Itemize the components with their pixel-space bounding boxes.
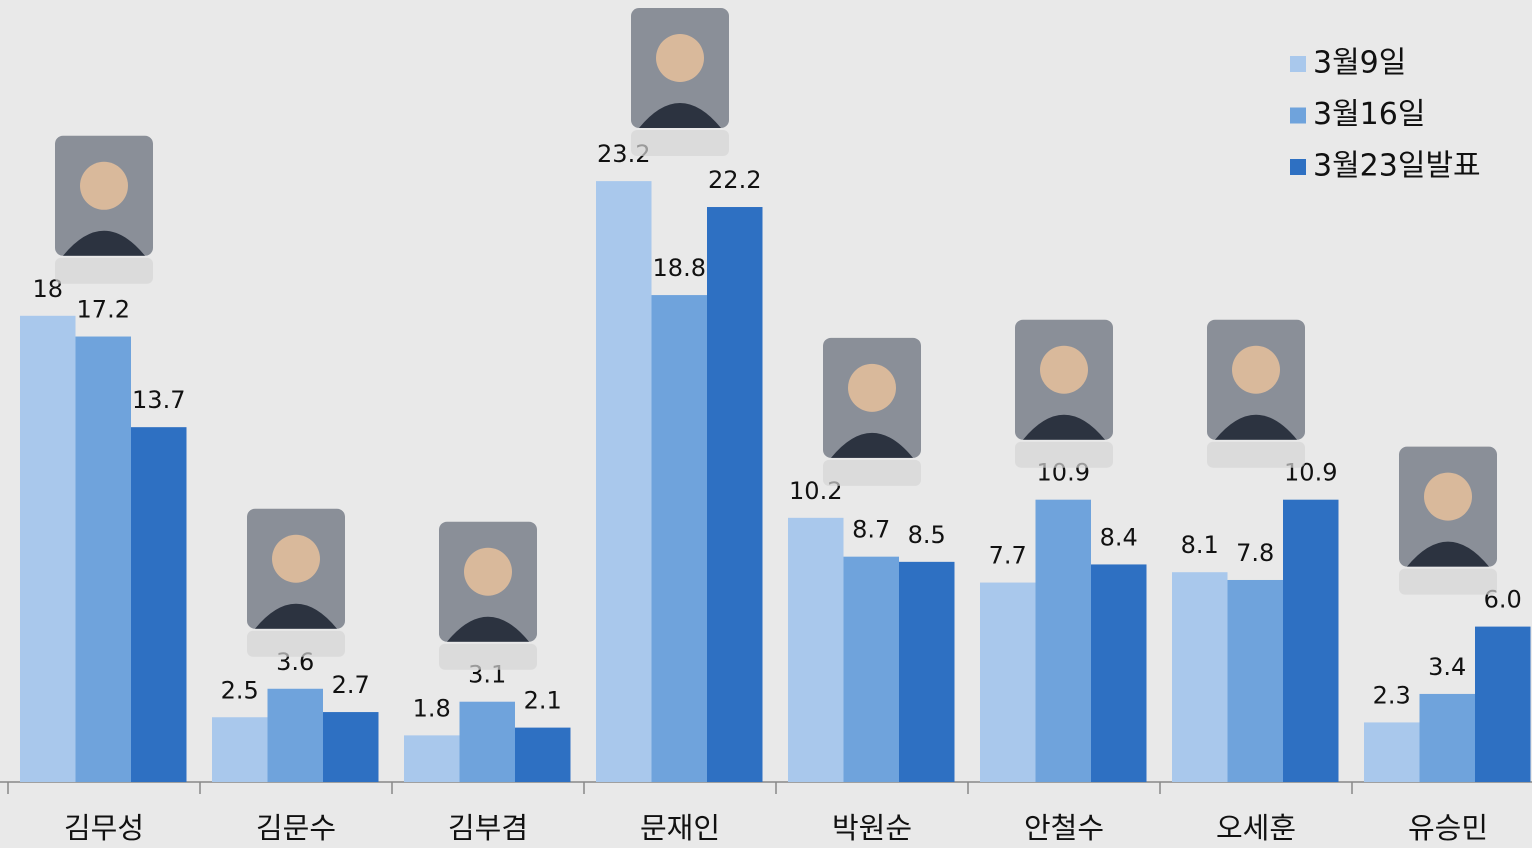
bar [323, 712, 379, 782]
x-tick-label: 김부겸 [448, 811, 528, 845]
bar [268, 689, 324, 782]
x-tick-label: 김문수 [256, 811, 336, 845]
chart: 김무성1817.213.7김문수2.53.62.7김부겸1.83.12.1문재인… [0, 0, 1532, 848]
data-label: 1.8 [413, 694, 451, 722]
bar [707, 207, 763, 782]
bar [1036, 500, 1092, 782]
photo-reflection [1399, 569, 1497, 595]
photo-reflection [55, 258, 153, 284]
bar [20, 316, 76, 782]
data-label: 2.3 [1373, 681, 1411, 709]
x-tick-label: 유승민 [1408, 811, 1488, 845]
bar [596, 181, 652, 782]
bar [1475, 627, 1531, 782]
photo-face [848, 364, 896, 412]
data-label: 3.4 [1428, 653, 1466, 681]
photo-face [272, 535, 320, 583]
bar [1172, 572, 1228, 782]
legend-swatch [1290, 56, 1306, 72]
bar [76, 337, 132, 782]
bar [899, 562, 955, 782]
bar [1228, 580, 1284, 782]
photo-face [1040, 346, 1088, 394]
page: 김무성1817.213.7김문수2.53.62.7김부겸1.83.12.1문재인… [0, 0, 1532, 848]
photo-face [1232, 346, 1280, 394]
photo-face [656, 34, 704, 82]
data-label: 7.7 [989, 542, 1027, 570]
bar [460, 702, 516, 782]
data-label: 8.5 [908, 521, 946, 549]
data-label: 13.7 [132, 386, 185, 414]
x-tick-label: 김무성 [64, 811, 144, 845]
data-label: 18.8 [653, 254, 706, 282]
photo-face [80, 162, 128, 210]
bar [788, 518, 844, 782]
photo-reflection [823, 460, 921, 486]
legend-label: 3월23일발표 [1313, 149, 1481, 184]
bar [131, 427, 187, 782]
bar [212, 717, 268, 782]
bar [844, 557, 900, 782]
photo-reflection [439, 644, 537, 670]
data-label: 8.7 [852, 516, 890, 544]
bar [404, 735, 460, 782]
legend-label: 3월9일 [1313, 46, 1406, 81]
legend-swatch [1290, 159, 1306, 175]
bar [1364, 722, 1420, 782]
photo-reflection [1015, 442, 1113, 468]
legend-label: 3월16일 [1313, 97, 1425, 132]
bar [1420, 694, 1476, 782]
photo-reflection [631, 130, 729, 156]
x-tick-label: 안철수 [1024, 811, 1104, 845]
bar [1091, 564, 1147, 782]
photo-face [464, 548, 512, 596]
data-label: 2.5 [221, 676, 259, 704]
data-label: 2.7 [332, 671, 370, 699]
photo-face [1424, 473, 1472, 521]
data-label: 22.2 [708, 166, 761, 194]
legend-swatch [1290, 108, 1306, 124]
data-label: 8.4 [1100, 523, 1138, 551]
data-label: 8.1 [1181, 531, 1219, 559]
photo-reflection [1207, 442, 1305, 468]
bar [515, 728, 571, 782]
data-label: 17.2 [77, 296, 130, 324]
data-label: 2.1 [524, 687, 562, 715]
x-tick-label: 문재인 [640, 811, 720, 845]
data-label: 7.8 [1236, 539, 1274, 567]
bar [1283, 500, 1339, 782]
x-tick-label: 오세훈 [1216, 811, 1296, 845]
bar [980, 583, 1036, 782]
photo-reflection [247, 631, 345, 657]
bar [652, 295, 708, 782]
x-tick-label: 박원순 [832, 811, 912, 845]
